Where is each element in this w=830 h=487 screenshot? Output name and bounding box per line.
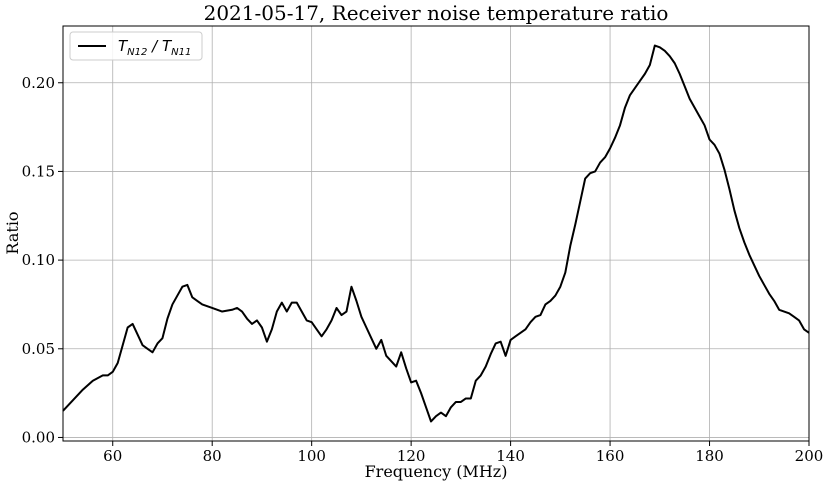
x-tick-label: 180 bbox=[695, 447, 724, 465]
x-axis-label: Frequency (MHz) bbox=[365, 462, 508, 481]
x-tick-label: 80 bbox=[203, 447, 222, 465]
y-axis-label: Ratio bbox=[3, 211, 22, 254]
legend-label-sub2: N11 bbox=[171, 47, 191, 58]
legend-label-sub1: N12 bbox=[127, 47, 147, 58]
plot-frame bbox=[62, 25, 810, 442]
chart-title: 2021-05-17, Receiver noise temperature r… bbox=[204, 1, 669, 25]
x-tick-label: 200 bbox=[795, 447, 824, 465]
tick-layer: 60 80 100 120 140 160 180 200 0.00 0.05 0.10 0.15 0.… bbox=[22, 74, 824, 465]
x-tick-label: 140 bbox=[496, 447, 525, 465]
legend-box bbox=[69, 31, 203, 61]
series-layer bbox=[62, 44, 810, 423]
legend: TN12 / TN11 bbox=[69, 31, 203, 61]
y-tick-label: 0.20 bbox=[22, 74, 55, 92]
y-tick-label: 0.05 bbox=[22, 340, 55, 358]
grid-lines bbox=[63, 26, 810, 441]
x-tick-label: 160 bbox=[596, 447, 625, 465]
series-line bbox=[62, 44, 810, 423]
x-tick-label: 120 bbox=[397, 447, 426, 465]
legend-label-separator: / T bbox=[147, 37, 173, 55]
y-tick-label: 0.00 bbox=[22, 428, 55, 446]
y-tick-label: 0.10 bbox=[22, 251, 55, 269]
x-tick-label: 60 bbox=[103, 447, 122, 465]
legend-label: TN12 / TN11 bbox=[118, 37, 191, 58]
y-tick-label: 0.15 bbox=[22, 162, 55, 180]
x-tick-label: 100 bbox=[297, 447, 326, 465]
legend-label-main: T bbox=[118, 37, 129, 55]
